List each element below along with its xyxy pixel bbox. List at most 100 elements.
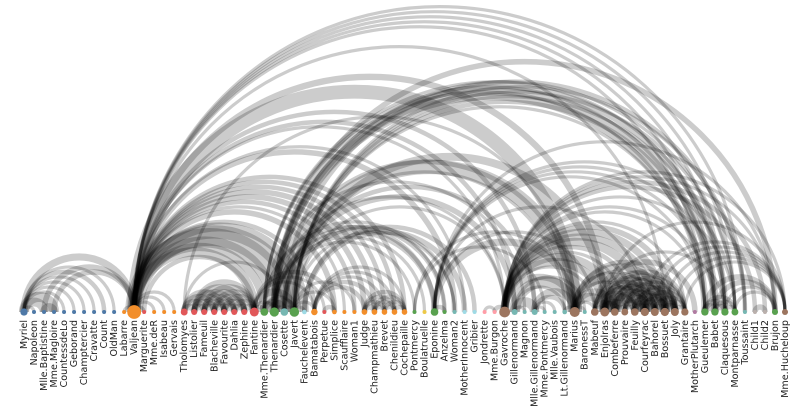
node-javert[interactable] (289, 307, 300, 317)
node-woman1[interactable] (352, 310, 357, 314)
node-montparnasse[interactable] (731, 308, 739, 316)
node-motherplutarch[interactable] (692, 310, 697, 314)
node-brujon[interactable] (771, 308, 779, 316)
node-fameuil[interactable] (201, 308, 208, 316)
node-countessdelo[interactable] (62, 310, 67, 314)
node-marguerite[interactable] (142, 310, 147, 314)
arc-link (372, 294, 407, 313)
node-champtercier[interactable] (82, 310, 87, 314)
node-scaufflaire[interactable] (342, 310, 347, 314)
node-mme-der[interactable] (152, 310, 157, 314)
label-anzelma: Anzelma (440, 320, 451, 361)
arc-link (643, 240, 787, 313)
node-prouvaire[interactable] (621, 308, 629, 316)
node-boulatruelle[interactable] (422, 310, 427, 314)
node-cravatte[interactable] (92, 310, 97, 314)
node-gribier[interactable] (472, 310, 477, 314)
node-magnon[interactable] (522, 310, 527, 314)
arc-link (131, 199, 357, 313)
arc-link (603, 220, 787, 313)
node-listolier[interactable] (191, 308, 198, 316)
node-cosette[interactable] (280, 308, 289, 316)
node-fantine[interactable] (249, 307, 259, 317)
arc-link (292, 280, 357, 313)
arc-link (412, 245, 547, 313)
node-geborand[interactable] (72, 310, 77, 314)
arc-link (501, 224, 678, 313)
node-perpetue[interactable] (322, 310, 327, 314)
node-chenildieu[interactable] (391, 309, 398, 315)
node-gillenormand[interactable] (511, 308, 518, 316)
arc-link (191, 289, 238, 313)
label-eponine: Eponine (430, 320, 441, 359)
node-mme-thenardier[interactable] (260, 308, 269, 316)
node-zephine[interactable] (241, 308, 248, 316)
node-champmathieu[interactable] (371, 309, 378, 315)
node-napoleon[interactable] (32, 310, 37, 314)
node-eponine[interactable] (430, 308, 439, 316)
node-oldman[interactable] (112, 310, 117, 314)
node-mme-hucheloup[interactable] (781, 308, 789, 316)
node-jondrette[interactable] (482, 310, 487, 314)
node-gueulemer[interactable] (701, 308, 709, 316)
node-favourite[interactable] (221, 308, 228, 316)
node-child1[interactable] (752, 310, 757, 314)
node-claquesous[interactable] (721, 308, 729, 316)
node-valjean[interactable] (127, 305, 142, 319)
node-child2[interactable] (762, 310, 767, 314)
node-baronesst[interactable] (582, 310, 587, 314)
node-mlle-vaubois[interactable] (552, 310, 557, 314)
node-dahlia[interactable] (231, 308, 238, 316)
node-brevet[interactable] (381, 309, 388, 315)
label-marguerite: Marguerite (139, 320, 150, 372)
node-grantaire[interactable] (681, 308, 689, 316)
label-fauchelevent: Fauchelevent (299, 320, 310, 384)
node-cochepaille[interactable] (401, 309, 408, 315)
node-fauchelevent[interactable] (302, 309, 307, 315)
node-isabeau[interactable] (162, 310, 167, 314)
node-gavroche[interactable] (499, 306, 511, 318)
node-mlle-gillenormand[interactable] (531, 308, 538, 316)
arc-link (432, 230, 597, 313)
node-bamatabois[interactable] (311, 308, 318, 316)
label-javert: Javert (289, 320, 300, 349)
node-bossuet[interactable] (660, 307, 669, 317)
label-fantine: Fantine (249, 320, 260, 355)
label-geborand: Geborand (69, 320, 80, 367)
node-babet[interactable] (711, 308, 719, 316)
node-combeferre[interactable] (610, 308, 619, 316)
node-labarre[interactable] (122, 310, 127, 314)
node-joly[interactable] (670, 308, 679, 316)
node-courfeyrac[interactable] (640, 307, 649, 317)
node-bahorel[interactable] (650, 308, 659, 316)
node-marius[interactable] (569, 306, 580, 318)
node-thenardier[interactable] (269, 307, 279, 317)
node-anzelma[interactable] (442, 310, 447, 314)
node-myriel[interactable] (20, 308, 28, 316)
node-gervais[interactable] (172, 310, 177, 314)
node-mme-pontmercy[interactable] (542, 310, 547, 314)
node-motherinnocent[interactable] (462, 310, 467, 314)
arc-link (733, 290, 777, 313)
node-lt-gillenormand[interactable] (562, 309, 568, 315)
arc-link (382, 299, 407, 313)
node-pontmercy[interactable] (412, 310, 417, 314)
node-mme-magloire[interactable] (52, 310, 57, 314)
node-count[interactable] (102, 310, 107, 314)
node-simplice[interactable] (332, 309, 337, 315)
node-enjolras[interactable] (600, 307, 610, 317)
arc-link (500, 253, 619, 313)
arc-link (623, 280, 687, 313)
node-mlle-baptistine[interactable] (42, 310, 47, 314)
node-mabeuf[interactable] (590, 308, 599, 316)
node-feuilly[interactable] (630, 308, 639, 316)
node-toussaint[interactable] (742, 310, 747, 314)
arc-link (129, 242, 269, 313)
arc-link (503, 220, 687, 313)
node-mme-burgon[interactable] (492, 310, 497, 314)
node-blacheville[interactable] (211, 308, 218, 316)
arc-link (271, 229, 438, 313)
node-tholomyes[interactable] (180, 308, 188, 316)
node-judge[interactable] (361, 309, 368, 315)
node-woman2[interactable] (452, 310, 457, 314)
